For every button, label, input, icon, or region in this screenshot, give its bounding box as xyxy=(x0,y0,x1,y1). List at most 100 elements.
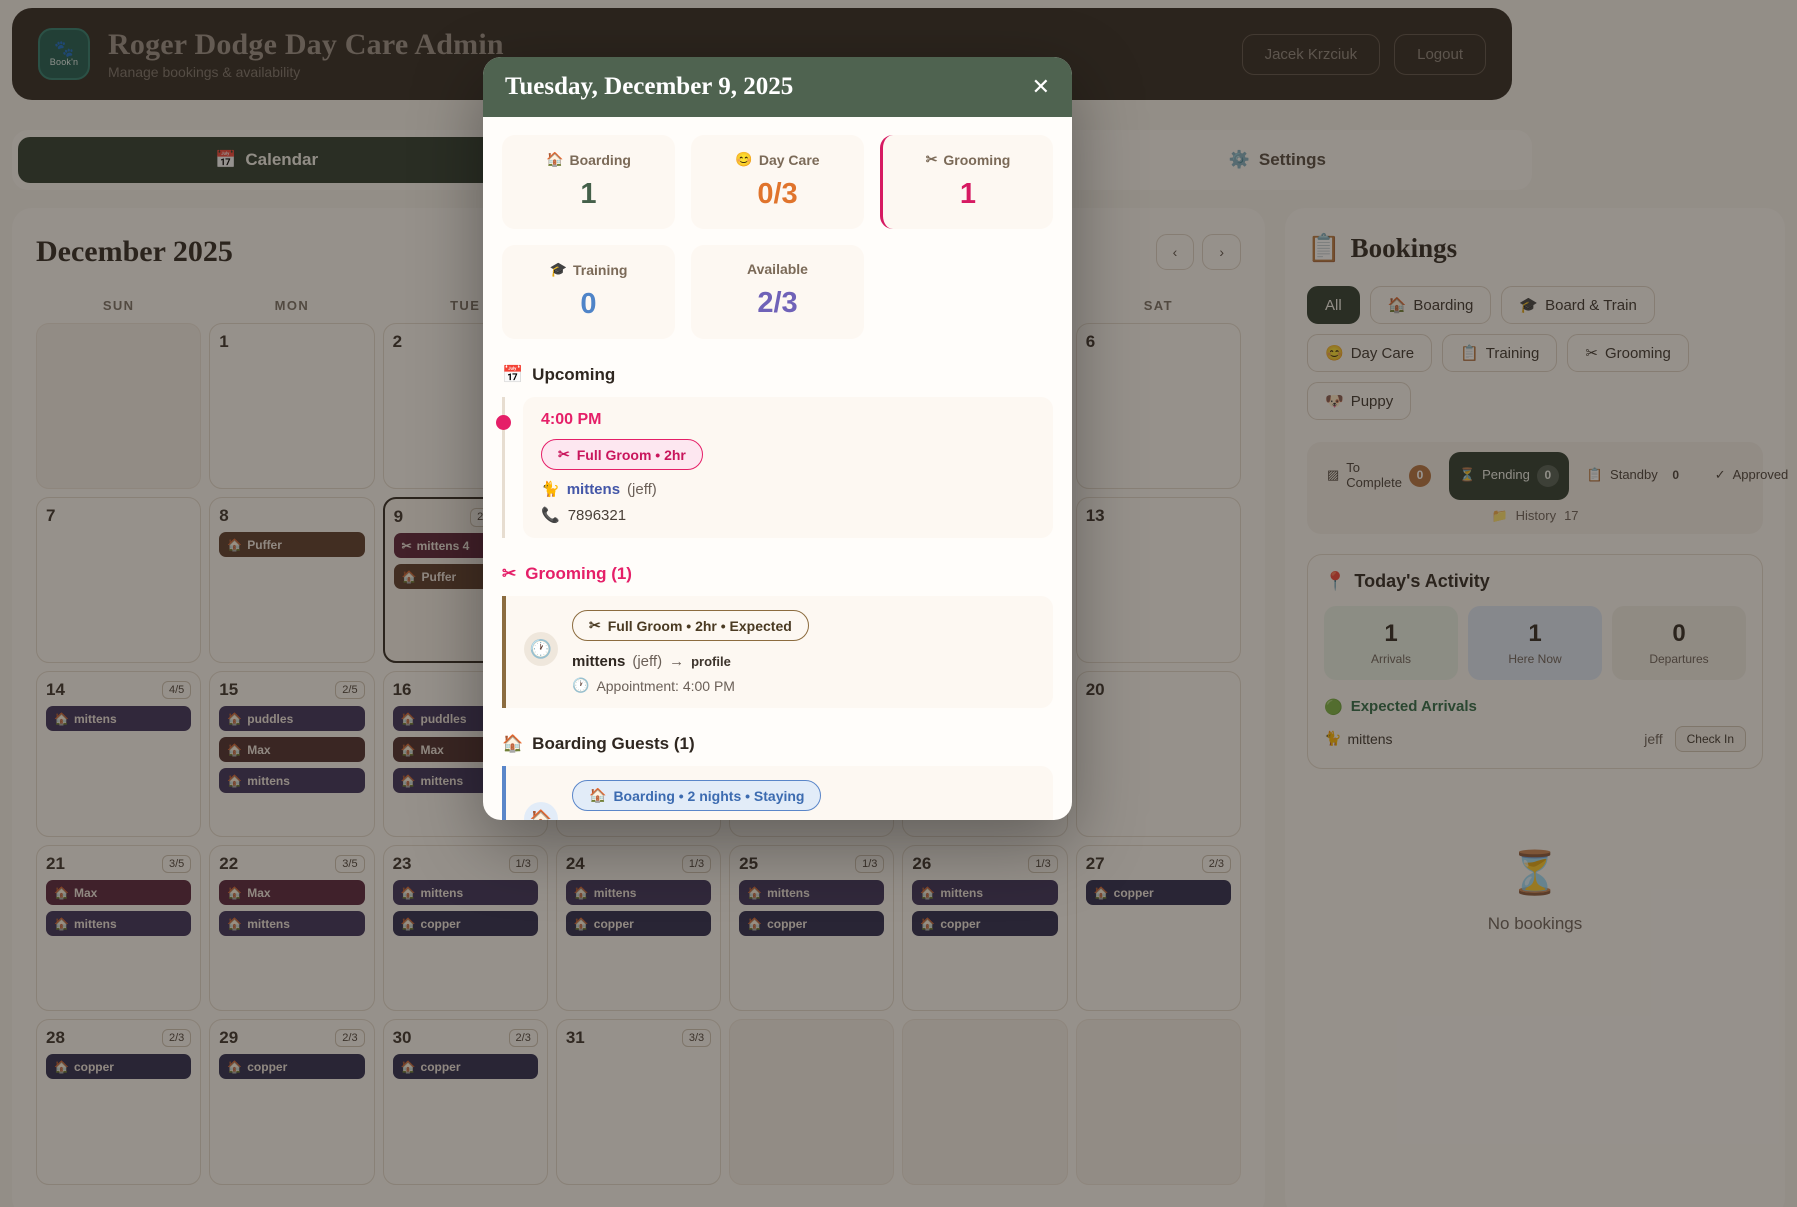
upcoming-label: Upcoming xyxy=(532,365,616,384)
calendar-day-15[interactable]: 15 2/5 🏠 puddles 🏠 Max 🏠 mittens xyxy=(209,671,375,837)
calendar-day-21[interactable]: 21 3/5 🏠 Max 🏠 mittens xyxy=(36,845,202,1011)
calendar-day-25[interactable]: 25 1/3 🏠 mittens 🏠 copper xyxy=(729,845,895,1011)
calendar-day-13[interactable]: 13 xyxy=(1075,497,1241,663)
chip-label: copper xyxy=(420,916,461,931)
calendar-day-24[interactable]: 24 1/3 🏠 mittens 🏠 copper xyxy=(555,845,722,1011)
calendar-day-29[interactable]: 29 2/3 🏠 copper xyxy=(209,1019,375,1185)
booking-chip[interactable]: 🏠 mittens xyxy=(46,911,192,936)
calendar-day-22[interactable]: 22 3/5 🏠 Max 🏠 mittens xyxy=(209,845,375,1011)
user-button[interactable]: Jacek Krzciuk xyxy=(1241,33,1381,75)
boarding-item[interactable]: 🏠🏠Boarding • 2 nights • StayingPuffer(ni… xyxy=(502,766,1053,820)
booking-chip[interactable]: 🏠 Max xyxy=(46,880,192,905)
pet-line: 🐈 mittens (jeff) xyxy=(541,480,1035,499)
activity-cell-here-now: 1 Here Now xyxy=(1468,605,1602,680)
booking-chip[interactable]: 🏠 Max xyxy=(219,737,365,762)
grooming-item[interactable]: 🕐 ✂ Full Groom • 2hr • Expected mittens (jef… xyxy=(502,596,1053,708)
booking-chip[interactable]: 🏠 mittens xyxy=(739,880,885,905)
day-number: 7 xyxy=(46,506,56,525)
filter-board-train[interactable]: 🎓 Board & Train xyxy=(1501,286,1655,324)
filter-boarding[interactable]: 🏠 Boarding xyxy=(1369,286,1492,324)
booking-chip[interactable]: 🏠 mittens xyxy=(912,880,1058,905)
nav-tab-calendar[interactable]: 📅 Calendar xyxy=(18,137,516,183)
booking-chip[interactable]: 🏠 mittens xyxy=(219,768,365,793)
profile-link[interactable]: profile xyxy=(691,654,731,669)
close-icon[interactable]: ✕ xyxy=(1031,74,1050,99)
booking-chip[interactable]: 🏠 copper xyxy=(219,1054,365,1079)
filter-puppy[interactable]: 🐶 Puppy xyxy=(1307,382,1412,420)
stat-boarding: 🏠 Boarding 1 xyxy=(502,135,675,229)
booking-chip[interactable]: 🏠 copper xyxy=(392,911,538,936)
booking-chip[interactable]: 🏠 mittens xyxy=(219,911,365,936)
calendar-day-20[interactable]: 20 xyxy=(1075,671,1241,837)
grooming-label: Grooming (1) xyxy=(525,564,632,583)
booking-chip[interactable]: 🏠 copper xyxy=(46,1054,192,1079)
todays-activity-card: 📍 Today's Activity 1 Arrivals 1 Here Now 0 De… xyxy=(1307,553,1763,769)
booking-chip[interactable]: 🏠 puddles xyxy=(219,706,365,731)
chip-icon: 🏠 xyxy=(400,742,416,757)
filter-label: Board & Train xyxy=(1545,296,1637,314)
calendar-day-empty xyxy=(1075,1019,1241,1185)
chip-icon: 🏠 xyxy=(227,916,243,931)
day-detail-modal: Tuesday, December 9, 2025 ✕ 🏠 Boarding 1 😊 D… xyxy=(483,57,1072,820)
calendar-day-23[interactable]: 23 1/3 🏠 mittens 🏠 copper xyxy=(382,845,548,1011)
calendar-day-28[interactable]: 28 2/3 🏠 copper xyxy=(36,1019,202,1185)
stat-icon: 🏠 xyxy=(546,151,564,167)
calendar-day-31[interactable]: 31 3/3 xyxy=(555,1019,722,1185)
filter-day-care[interactable]: 😊 Day Care xyxy=(1307,334,1433,372)
booking-chip[interactable]: 🏠 Puffer xyxy=(219,532,365,557)
check-in-button[interactable]: Check In xyxy=(1674,725,1746,752)
status-approved[interactable]: ✓Approved14 xyxy=(1705,452,1797,500)
status-standby[interactable]: 📋 Standby 0 xyxy=(1577,452,1697,500)
paw-icon: 🐾 xyxy=(54,40,74,58)
chip-label: mittens xyxy=(73,916,117,931)
status-pending[interactable]: ⏳ Pending 0 xyxy=(1448,452,1569,500)
empty-bookings-state: ⏳ No bookings xyxy=(1307,849,1763,934)
stat-value: 0/3 xyxy=(757,178,798,210)
booking-chip[interactable]: 🏠 copper xyxy=(1085,880,1231,905)
calendar-day-1[interactable]: 1 xyxy=(209,323,375,489)
booking-chip[interactable]: 🏠 copper xyxy=(739,911,885,936)
calendar-day-26[interactable]: 26 1/3 🏠 mittens 🏠 copper xyxy=(902,845,1068,1011)
chip-icon: 🏠 xyxy=(54,885,69,900)
booking-chip[interactable]: 🏠 copper xyxy=(392,1054,538,1079)
prev-month-button[interactable]: ‹ xyxy=(1155,234,1195,270)
chip-icon: 🏠 xyxy=(400,885,416,900)
nav-tab-settings[interactable]: ⚙️ Settings xyxy=(1029,137,1526,183)
filter-all[interactable]: All xyxy=(1307,286,1360,324)
history-row[interactable]: 📁 History 17 xyxy=(1317,508,1753,524)
logout-button[interactable]: Logout xyxy=(1394,33,1486,75)
house-icon: 🏠 xyxy=(502,734,524,753)
upcoming-item[interactable]: 4:00 PM ✂ Full Groom • 2hr 🐈 mittens (jeff) 📞 7… xyxy=(496,397,1053,538)
chip-icon: 🏠 xyxy=(227,742,243,757)
calendar-day-27[interactable]: 27 2/3 🏠 copper xyxy=(1075,845,1241,1011)
chip-label: copper xyxy=(940,916,981,931)
activity-count: 1 xyxy=(1528,619,1542,647)
booking-chip[interactable]: 🏠 mittens xyxy=(392,880,538,905)
booking-chip[interactable]: 🏠 copper xyxy=(565,911,712,936)
booking-chip[interactable]: 🏠 mittens xyxy=(46,706,192,731)
calendar-day-7[interactable]: 7 xyxy=(36,497,202,663)
chip-icon: 🏠 xyxy=(400,773,416,788)
calendar-day-6[interactable]: 6 xyxy=(1075,323,1241,489)
filter-label: Boarding xyxy=(1413,296,1474,314)
calendar-day-8[interactable]: 8 🏠 Puffer xyxy=(209,497,375,663)
boarding-label: Boarding Guests (1) xyxy=(532,734,695,753)
booking-chip[interactable]: 🏠 mittens xyxy=(565,880,712,905)
day-number: 9 xyxy=(393,507,404,526)
booking-chip[interactable]: 🏠 Max xyxy=(219,880,365,905)
chip-label: copper xyxy=(420,1059,461,1074)
status-to-complete[interactable]: ▨ To Complete 0 xyxy=(1317,452,1441,500)
day-number: 6 xyxy=(1085,332,1096,351)
booking-chip[interactable]: 🏠 copper xyxy=(912,911,1058,936)
next-month-button[interactable]: › xyxy=(1202,234,1241,270)
chip-icon: 🏠 xyxy=(227,1059,243,1074)
calendar-day-14[interactable]: 14 4/5 🏠 mittens xyxy=(36,671,202,837)
calendar-day-30[interactable]: 30 2/3 🏠 copper xyxy=(382,1019,548,1185)
chip-icon: 🏠 xyxy=(227,537,243,552)
status-count: 0 xyxy=(1408,464,1431,487)
chip-label: mittens xyxy=(593,885,637,900)
filter-training[interactable]: 📋 Training xyxy=(1442,334,1558,372)
nav-tab-icon: ⚙️ xyxy=(1228,150,1250,169)
calendar-icon: 📅 xyxy=(502,365,524,384)
filter-grooming[interactable]: ✂ Grooming xyxy=(1567,334,1689,372)
